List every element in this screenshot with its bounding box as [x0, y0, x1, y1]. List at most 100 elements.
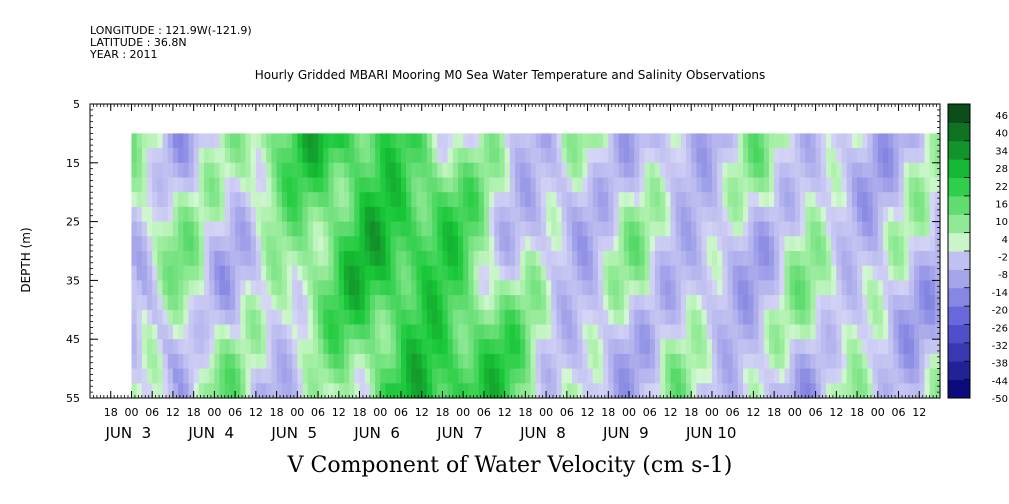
heat-cell: [743, 295, 749, 311]
heat-cell: [235, 192, 241, 208]
heat-cell: [307, 236, 314, 252]
heat-cell: [204, 192, 210, 208]
heat-cell: [286, 353, 293, 370]
heat-cell: [167, 148, 174, 164]
heat-cell: [224, 192, 231, 208]
heat-cell: [318, 251, 324, 267]
heat-cell: [307, 221, 314, 237]
heat-cell: [390, 192, 397, 208]
heat-cell: [338, 383, 345, 399]
heat-cell: [328, 133, 335, 149]
heat-cell: [929, 383, 936, 399]
heat-cell: [193, 383, 200, 399]
heat-cell: [862, 236, 869, 252]
heat-cell: [178, 339, 184, 355]
heat-cell: [572, 383, 578, 399]
heat-cell: [483, 309, 490, 326]
heat-cell: [235, 295, 241, 311]
heat-cell: [349, 177, 355, 193]
heat-cell: [525, 148, 532, 164]
heat-cell: [634, 162, 640, 179]
heat-cell: [416, 148, 423, 164]
heat-cell: [219, 353, 226, 370]
heat-cell: [136, 192, 143, 208]
heat-cell: [727, 265, 734, 281]
heat-cell: [457, 206, 464, 223]
heat-cell: [380, 368, 387, 384]
heat-cell: [489, 280, 495, 296]
heat-cell: [774, 251, 780, 267]
heat-cell: [779, 192, 786, 208]
heat-cell: [478, 368, 485, 384]
heat-cell: [364, 280, 371, 296]
heat-cell: [779, 206, 786, 223]
heat-cell: [188, 280, 195, 296]
heat-cell: [929, 206, 936, 223]
heat-cell: [665, 221, 672, 237]
heat-cell: [147, 177, 153, 193]
heat-cell: [421, 295, 428, 311]
heat-cell: [504, 368, 511, 384]
heat-cell: [240, 280, 247, 296]
heat-cell: [888, 206, 894, 223]
x-hour-tick-label: 06: [394, 406, 408, 419]
heat-cell: [224, 148, 231, 164]
heat-cell: [888, 280, 894, 296]
heat-cell: [141, 221, 148, 237]
heat-cell: [893, 265, 900, 281]
heat-cell: [530, 368, 537, 384]
heat-cell: [597, 221, 604, 237]
heat-cell: [359, 236, 366, 252]
heat-cell: [603, 251, 609, 267]
heat-cell: [587, 133, 594, 149]
heat-cell: [369, 324, 376, 340]
heat-cell: [530, 236, 537, 252]
heat-cell: [426, 309, 433, 326]
heat-cell: [763, 133, 770, 149]
heat-cell: [281, 221, 288, 237]
heat-cell: [763, 309, 770, 326]
heat-cell: [623, 221, 630, 237]
heat-cell: [380, 353, 387, 370]
heat-cell: [354, 251, 361, 267]
heat-cell: [452, 192, 459, 208]
heat-cell: [649, 280, 656, 296]
heat-cell: [276, 295, 283, 311]
heat-cell: [597, 192, 604, 208]
heat-cell: [546, 133, 552, 149]
heat-cell: [618, 133, 625, 149]
heat-cell: [686, 368, 692, 384]
x-hour-tick-label: 06: [643, 406, 657, 419]
heat-cell: [639, 309, 646, 326]
heat-cell: [224, 236, 231, 252]
heat-cell: [375, 133, 381, 149]
heat-cell: [820, 192, 827, 208]
heat-cell: [618, 383, 625, 399]
heat-cell: [266, 251, 272, 267]
heat-cell: [779, 221, 786, 237]
heat-cell: [515, 265, 521, 281]
heat-cell: [385, 177, 392, 193]
heat-cell: [882, 177, 889, 193]
heat-cell: [520, 177, 526, 193]
heat-cell: [172, 148, 179, 164]
heat-cell: [888, 162, 894, 179]
heat-cell: [157, 236, 164, 252]
heat-cell: [297, 251, 304, 267]
heat-cell: [680, 295, 687, 311]
heat-cell: [312, 295, 319, 311]
heat-cell: [701, 148, 708, 164]
heat-cell: [141, 383, 148, 399]
heat-cell: [271, 280, 278, 296]
heat-cell: [561, 265, 568, 281]
heat-cell: [426, 339, 433, 355]
heat-cell: [919, 353, 926, 370]
heat-cell: [167, 339, 174, 355]
heat-cell: [214, 280, 221, 296]
heat-cell: [888, 295, 894, 311]
heat-cell: [504, 295, 511, 311]
heat-cell: [810, 280, 817, 296]
heat-cell: [867, 383, 874, 399]
heat-cell: [644, 148, 651, 164]
heat-cell: [437, 339, 444, 355]
